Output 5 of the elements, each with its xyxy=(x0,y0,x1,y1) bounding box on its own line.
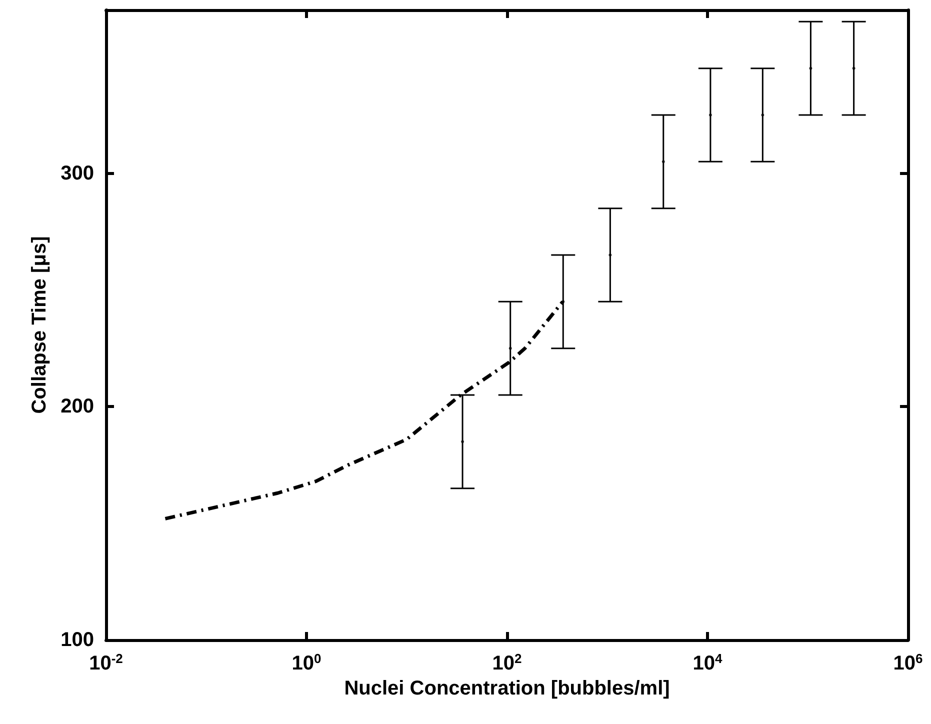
y-tick-label: 200 xyxy=(60,396,94,418)
y-tick-label: 300 xyxy=(60,162,94,184)
y-axis-title: Collapse Time [μs] xyxy=(28,236,51,414)
y-tick-label: 100 xyxy=(60,629,94,651)
x-axis-title: Nuclei Concentration [bubbles/ml] xyxy=(344,677,670,700)
